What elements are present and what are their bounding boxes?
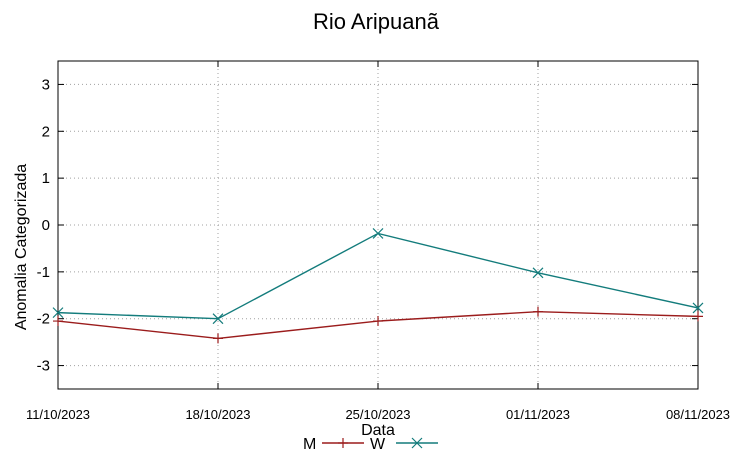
legend-label: W	[370, 436, 386, 453]
data-point-w	[532, 267, 544, 279]
data-point-w	[212, 313, 224, 325]
data-point-w	[372, 228, 384, 239]
y-tick-label: -1	[37, 264, 50, 281]
x-tick-label: 25/10/2023	[345, 407, 410, 422]
y-tick-label: 0	[42, 217, 50, 234]
data-point-m	[373, 316, 383, 327]
series-lines	[52, 228, 704, 344]
x-tick-label: 01/11/2023	[506, 407, 570, 422]
legend-item-w: W	[370, 436, 438, 453]
x-tick-label: 08/11/2023	[666, 407, 730, 422]
data-point-m	[53, 316, 63, 327]
legend-marker	[338, 438, 348, 448]
data-point-m	[693, 311, 703, 322]
x-axis-label: Data	[361, 422, 395, 439]
legend-item-m: M	[303, 436, 364, 453]
x-tick-label: 18/10/2023	[185, 407, 250, 422]
y-tick-label: -3	[37, 358, 50, 375]
data-point-m	[213, 333, 223, 344]
y-axis-label: Anomalia Categorizada	[13, 164, 30, 330]
y-tick-label: 1	[42, 170, 50, 187]
data-point-w	[52, 307, 64, 319]
data-point-m	[533, 306, 543, 317]
data-point-w	[692, 302, 704, 314]
y-tick-label: -2	[37, 311, 50, 328]
grid-lines	[58, 61, 698, 389]
series-w	[52, 228, 704, 325]
axes: -3 -2 -1 0 1 2 3 11/10/2023 18/10/2023 25/10/2023…	[26, 60, 730, 422]
y-tick-label: 3	[42, 76, 50, 93]
series-m	[53, 306, 703, 344]
y-tick-label: 2	[42, 123, 50, 140]
legend-marker	[411, 437, 423, 449]
x-tick-label: 11/10/2023	[26, 407, 90, 422]
chart-title: Rio Aripuanã	[313, 9, 440, 34]
legend-label: M	[303, 436, 316, 453]
